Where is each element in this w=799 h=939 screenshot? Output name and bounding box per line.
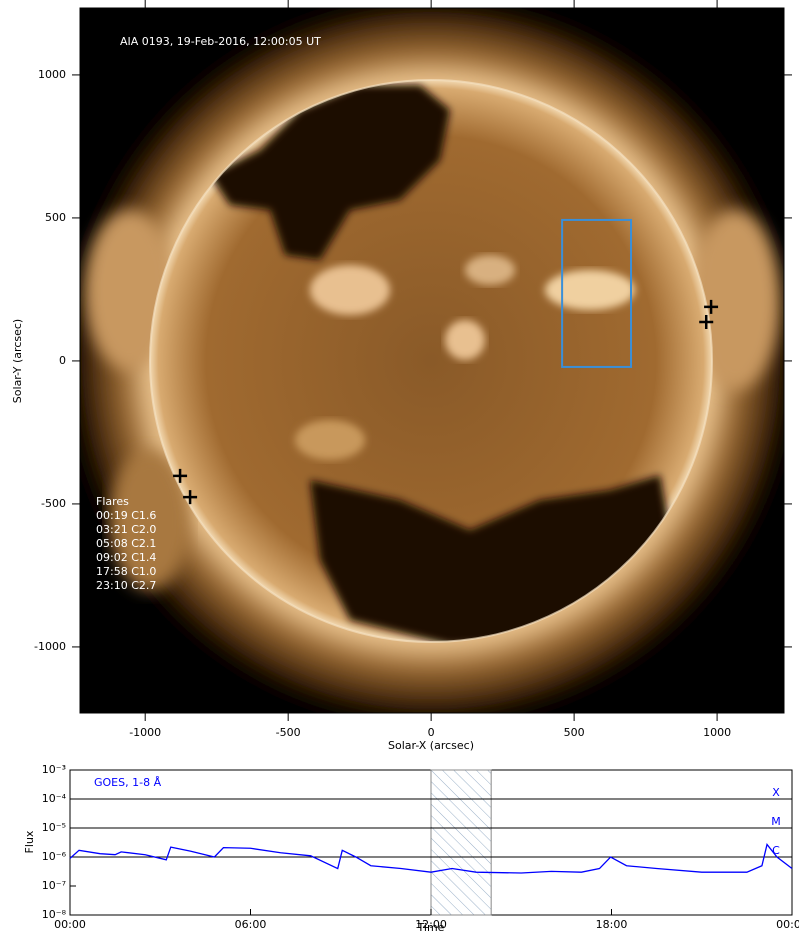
flare-label: 09:02 C1.4 (96, 551, 156, 564)
flare-marker (173, 468, 188, 483)
level-label: M (771, 815, 781, 828)
y-tick-label: 10⁻⁵ (42, 821, 66, 834)
x-tick-label: -1000 (129, 726, 161, 739)
highlight-band (430, 769, 492, 916)
x-tick-label: 18:00 (596, 918, 628, 931)
x-tick-label: -500 (276, 726, 301, 739)
x-axis-label: Time (417, 921, 445, 934)
flare-label: 00:19 C1.6 (96, 509, 156, 522)
flare-label: 05:08 C2.1 (96, 537, 156, 550)
x-tick-label: 06:00 (235, 918, 267, 931)
goes-title: GOES, 1-8 Å (94, 776, 162, 789)
y-tick-label: -500 (41, 497, 66, 510)
y-tick-label: 1000 (38, 68, 66, 81)
level-label: X (772, 786, 780, 799)
y-tick-label: -1000 (34, 640, 66, 653)
x-tick-label: 00:00 (776, 918, 799, 931)
x-tick-label: 500 (564, 726, 585, 739)
image-title: AIA 0193, 19-Feb-2016, 12:00:05 UT (120, 35, 321, 48)
x-axis-label: Solar-X (arcsec) (388, 739, 474, 752)
y-tick-label: 500 (45, 211, 66, 224)
x-tick-label: 0 (428, 726, 435, 739)
y-tick-label: 10⁻⁸ (42, 908, 67, 921)
y-tick-label: 10⁻⁷ (42, 879, 66, 892)
flare-marker (183, 490, 198, 505)
flare-label: 23:10 C2.7 (96, 579, 156, 592)
flare-marker (699, 315, 714, 330)
y-tick-label: 10⁻⁴ (42, 792, 67, 805)
y-axis-label: Flux (23, 830, 36, 853)
sun-image (80, 8, 784, 713)
x-tick-label: 00:00 (54, 918, 86, 931)
flares-title: Flares (96, 495, 129, 508)
y-axis-label: Solar-Y (arcsec) (11, 319, 24, 403)
level-label: C (772, 844, 780, 857)
flare-label: 17:58 C1.0 (96, 565, 156, 578)
y-tick-label: 10⁻³ (42, 763, 66, 776)
x-tick-label: 1000 (703, 726, 731, 739)
flare-marker (704, 299, 719, 314)
flux-line (69, 843, 793, 874)
y-tick-label: 10⁻⁶ (42, 850, 67, 863)
region-box (561, 218, 633, 368)
x-tick-label: 12:00 (415, 918, 447, 931)
flare-label: 03:21 C2.0 (96, 523, 156, 536)
y-tick-label: 0 (59, 354, 66, 367)
